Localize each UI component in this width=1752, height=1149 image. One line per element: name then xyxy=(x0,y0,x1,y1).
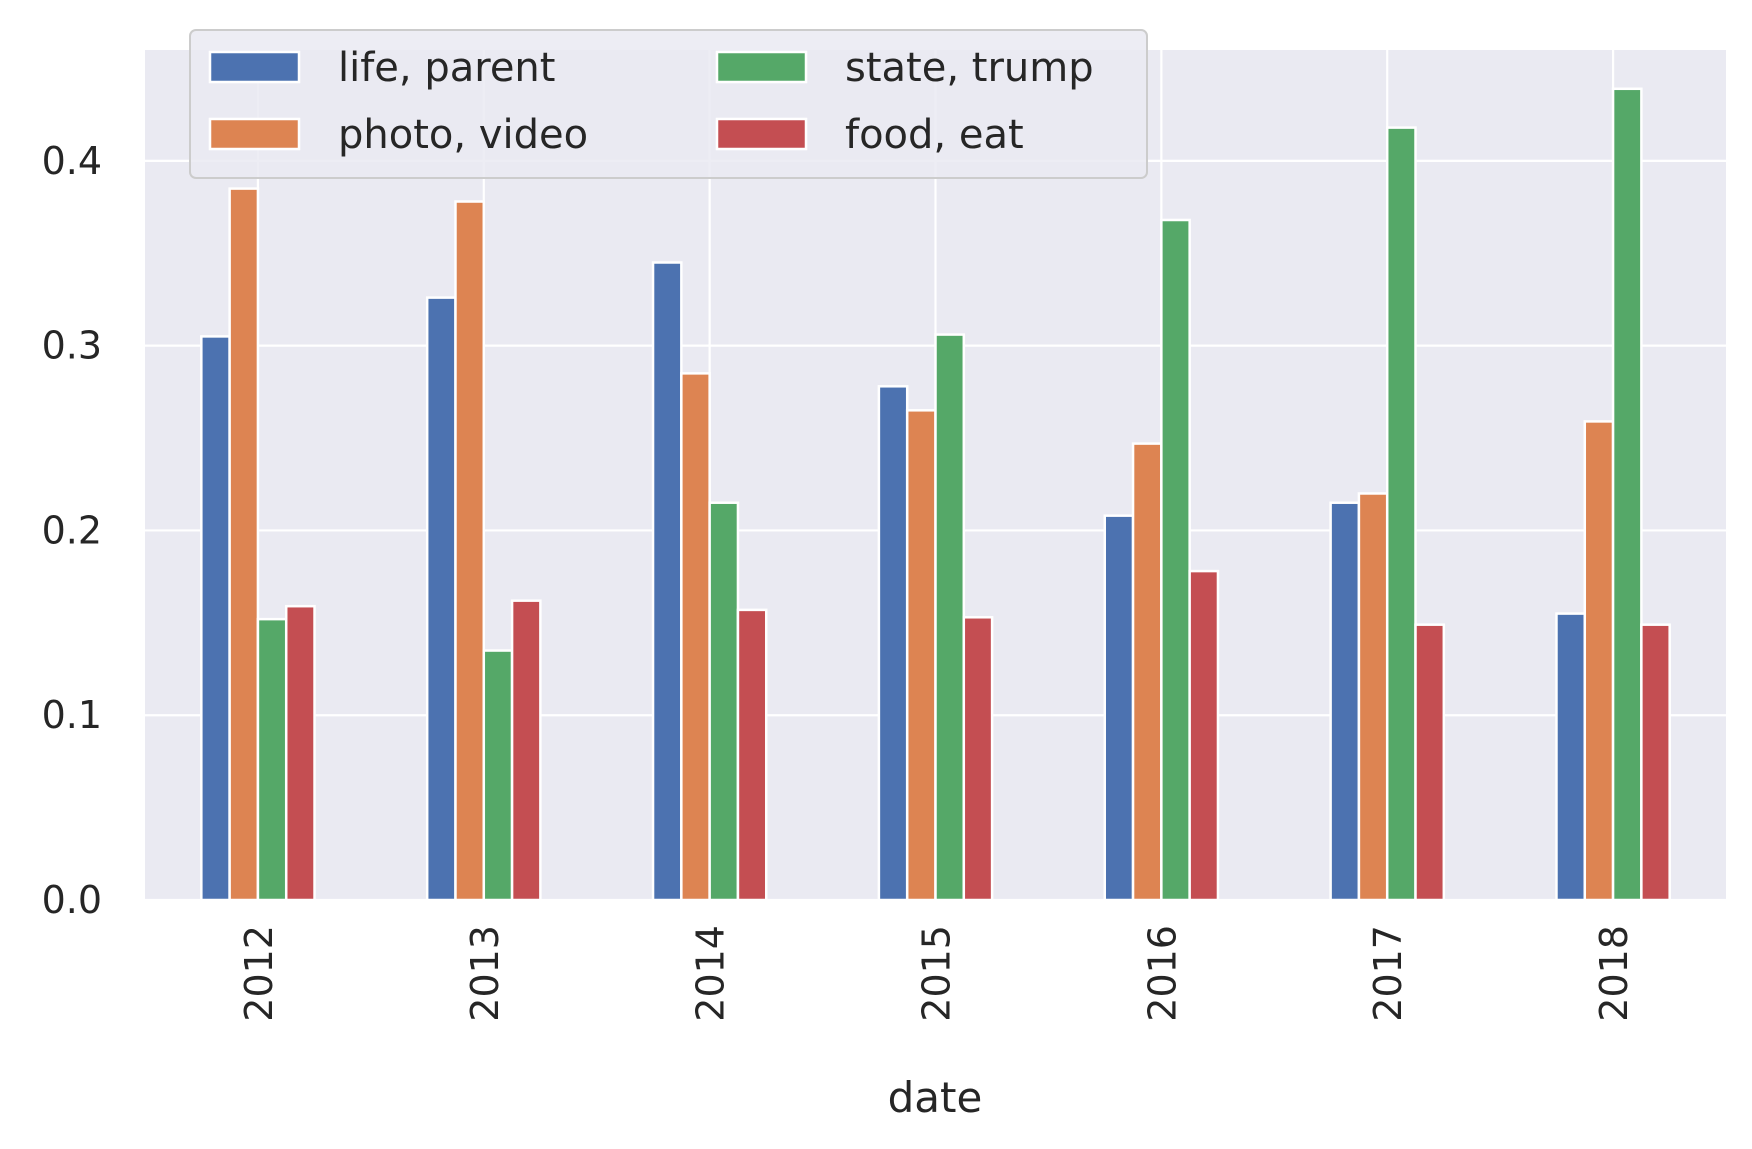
x-axis-title: date xyxy=(888,1073,983,1122)
bar xyxy=(962,616,994,902)
x-tick-label: 2015 xyxy=(915,925,959,1022)
bar xyxy=(1583,420,1615,902)
x-tick-label: 2012 xyxy=(237,925,281,1022)
legend-label: food, eat xyxy=(845,112,1024,158)
y-tick-label: 0.1 xyxy=(42,693,102,737)
bar xyxy=(256,617,288,902)
bar xyxy=(1611,87,1643,902)
bar xyxy=(425,296,457,902)
y-tick-labels: 0.0 0.1 0.2 0.3 0.4 xyxy=(42,139,102,922)
bar xyxy=(1160,218,1191,902)
legend-swatch xyxy=(208,117,301,151)
bar xyxy=(736,608,768,902)
bar xyxy=(482,649,514,902)
legend-label: photo, video xyxy=(338,112,588,158)
bar xyxy=(1414,623,1446,902)
legend: life, parent photo, video state, trump food… xyxy=(189,29,1148,179)
x-tick-label: 2013 xyxy=(463,925,507,1022)
bar xyxy=(1329,501,1361,902)
legend-swatch xyxy=(208,50,301,84)
legend-swatch xyxy=(715,117,808,151)
bar xyxy=(1103,514,1135,902)
y-tick-label: 0.4 xyxy=(42,139,102,183)
bar xyxy=(708,501,740,902)
bar xyxy=(200,335,231,902)
legend-frame xyxy=(189,29,1148,179)
bar xyxy=(651,261,683,902)
bar xyxy=(1555,612,1587,902)
bar xyxy=(1640,623,1671,902)
bar xyxy=(284,604,316,902)
bar xyxy=(1385,126,1417,902)
bar xyxy=(1131,442,1163,902)
bar xyxy=(454,200,486,902)
x-tick-label: 2014 xyxy=(689,925,733,1022)
legend-label: state, trump xyxy=(845,45,1094,91)
bar xyxy=(1188,569,1220,902)
bar xyxy=(905,409,937,902)
y-tick-label: 0.2 xyxy=(42,508,102,552)
bar xyxy=(1357,492,1389,902)
bar xyxy=(680,372,711,902)
y-tick-label: 0.0 xyxy=(42,878,102,922)
bar xyxy=(510,599,542,902)
legend-label: life, parent xyxy=(338,45,555,91)
x-tick-labels: 2012 2013 2014 2015 2016 2017 2018 xyxy=(237,925,1636,1022)
y-tick-label: 0.3 xyxy=(42,324,102,368)
x-tick-label: 2016 xyxy=(1140,925,1184,1022)
x-tick-label: 2017 xyxy=(1366,925,1410,1022)
bar xyxy=(877,385,909,902)
legend-swatch xyxy=(715,50,808,84)
bar xyxy=(228,187,260,902)
bars-layer xyxy=(200,87,1671,902)
x-tick-label: 2018 xyxy=(1592,925,1636,1022)
bar xyxy=(934,333,966,902)
